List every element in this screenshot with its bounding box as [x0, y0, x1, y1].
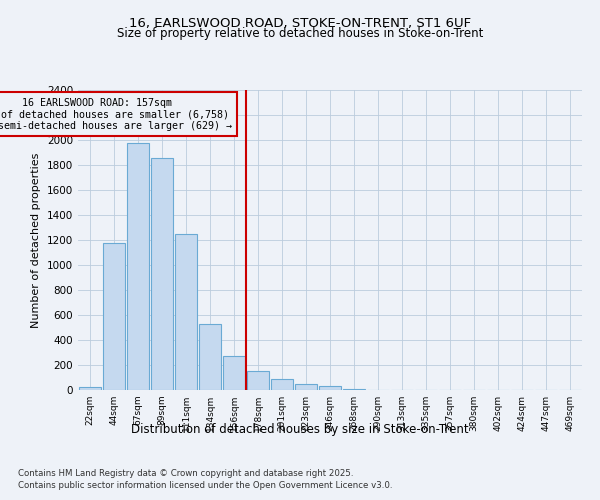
Bar [127, 143, 149, 390]
Bar [319, 386, 341, 390]
Bar [295, 384, 317, 390]
Text: Contains HM Land Registry data © Crown copyright and database right 2025.: Contains HM Land Registry data © Crown c… [18, 468, 353, 477]
Bar [271, 380, 293, 390]
Text: Contains public sector information licensed under the Open Government Licence v3: Contains public sector information licen… [18, 481, 392, 490]
Bar [103, 243, 125, 390]
Y-axis label: Number of detached properties: Number of detached properties [31, 152, 41, 328]
Text: Size of property relative to detached houses in Stoke-on-Trent: Size of property relative to detached ho… [117, 28, 483, 40]
Bar [343, 389, 365, 390]
Bar [199, 324, 221, 390]
Bar [223, 356, 245, 390]
Text: 16 EARLSWOOD ROAD: 157sqm
← 91% of detached houses are smaller (6,758)
9% of sem: 16 EARLSWOOD ROAD: 157sqm ← 91% of detac… [0, 98, 232, 130]
Bar [175, 234, 197, 390]
Bar [151, 158, 173, 390]
Text: Distribution of detached houses by size in Stoke-on-Trent: Distribution of detached houses by size … [131, 422, 469, 436]
Text: 16, EARLSWOOD ROAD, STOKE-ON-TRENT, ST1 6UF: 16, EARLSWOOD ROAD, STOKE-ON-TRENT, ST1 … [129, 18, 471, 30]
Bar [247, 370, 269, 390]
Bar [79, 386, 101, 390]
